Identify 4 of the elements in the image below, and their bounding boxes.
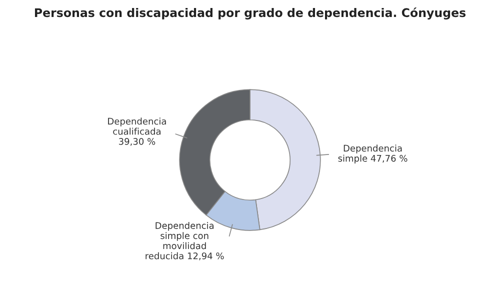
slice-label: Dependencia cualificada 39,30 % [108, 118, 166, 146]
slice-label: Dependencia simple con movilidad reducida 12,94 % [146, 222, 224, 260]
chart-title: Personas con discapacidad por grado de dependencia. Cónyuges [34, 8, 466, 20]
slice-label: Dependencia simple 47,76 % [338, 144, 408, 164]
